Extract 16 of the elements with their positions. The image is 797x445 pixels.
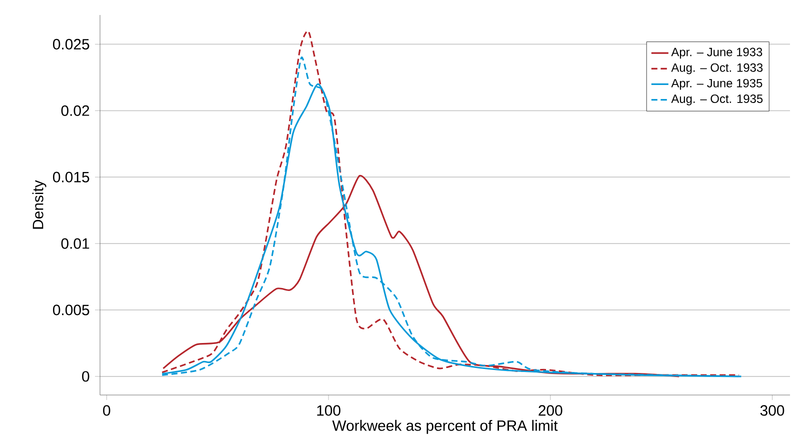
y-tick-label: 0.01 xyxy=(61,238,90,249)
legend-label: Apr. – June 1933 xyxy=(671,48,762,59)
y-tick-label: 0.005 xyxy=(53,304,90,316)
legend-label: Aug. – Oct. 1935 xyxy=(671,94,763,106)
y-axis-title: Density xyxy=(32,180,46,229)
legend-label: Aug. – Oct. 1933 xyxy=(671,63,763,74)
y-tick-label: 0.02 xyxy=(61,105,90,116)
x-axis-title: Workweek as percent of PRA limit xyxy=(332,420,558,434)
x-tick-label: 100 xyxy=(317,405,340,416)
y-tick-label: 0.025 xyxy=(53,38,90,50)
x-tick-label: 300 xyxy=(760,405,784,416)
y-tick-label: 0.015 xyxy=(53,172,90,182)
y-tick-label: 0 xyxy=(82,371,90,382)
legend-label: Apr. – June 1935 xyxy=(671,78,762,90)
x-tick-label: 200 xyxy=(538,405,562,416)
x-tick-label: 0 xyxy=(103,405,110,416)
